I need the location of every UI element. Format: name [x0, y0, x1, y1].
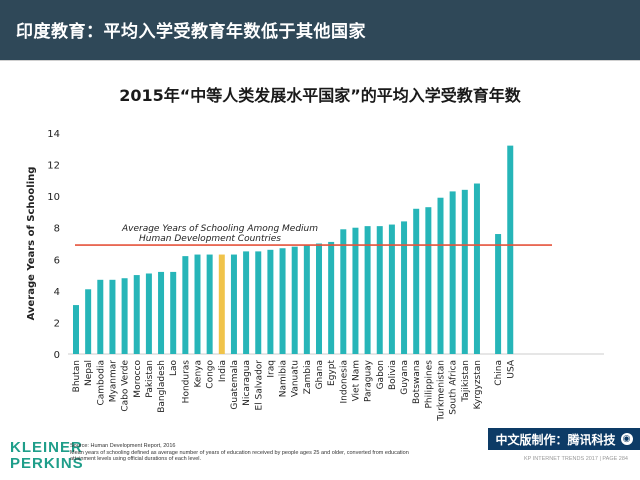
- bar-el-salvador: [255, 251, 262, 354]
- x-tick-label: Ghana: [315, 360, 325, 389]
- x-tick-label: Guyana: [400, 360, 410, 395]
- x-tick-label: Cabo Verde: [121, 360, 131, 412]
- x-tick-label: Zambia: [303, 360, 313, 394]
- badge-text: 中文版制作：腾讯科技: [495, 432, 616, 447]
- x-tick-label: Paraguay: [364, 359, 374, 402]
- bar-china: [495, 234, 502, 354]
- x-tick-label: Bolivia: [388, 360, 398, 390]
- bar-viet-nam: [352, 227, 359, 354]
- x-tick-label: Tajikistan: [461, 360, 471, 403]
- bar-bolivia: [388, 224, 395, 354]
- source-line-2: Mean years of schooling defined as avera…: [70, 449, 409, 456]
- x-tick-label: Myanmar: [108, 360, 118, 403]
- bar-turkmenistan: [437, 197, 444, 354]
- bar-cabo-verde: [121, 278, 128, 354]
- chart-title: 2015年“中等人类发展水平国家”的平均入学受教育年数: [119, 86, 521, 105]
- x-tick-label: Nepal: [84, 360, 94, 386]
- y-tick-label: 12: [47, 161, 60, 172]
- x-tick-label: Kenya: [194, 360, 204, 388]
- bar-paraguay: [364, 226, 371, 354]
- x-tick-label: Morocco: [133, 360, 143, 398]
- logo-line-2: PERKINS: [10, 455, 84, 472]
- x-tick-label: El Salvador: [254, 360, 264, 411]
- bar-egypt: [328, 241, 335, 354]
- bar-nepal: [85, 289, 92, 354]
- x-tick-label: South Africa: [449, 360, 459, 415]
- bar-namibia: [279, 248, 286, 354]
- bar-indonesia: [340, 229, 347, 354]
- x-tick-label: Viet Nam: [351, 360, 361, 401]
- bar-botswana: [413, 208, 420, 354]
- bar-iraq: [267, 249, 274, 354]
- tencent-badge: 中文版制作：腾讯科技 ◉: [488, 428, 640, 450]
- x-tick-label: Namibia: [279, 360, 289, 397]
- bar-morocco: [133, 275, 140, 354]
- bar-ghana: [316, 243, 322, 354]
- y-tick-label: 10: [47, 192, 60, 203]
- x-tick-label: Botswana: [412, 360, 422, 404]
- bar-zambia: [303, 245, 310, 354]
- bar-usa: [507, 145, 514, 354]
- x-tick-label: Egypt: [327, 360, 337, 386]
- logo-line-1: KLEINER: [10, 439, 83, 456]
- x-tick-label: Gabon: [376, 360, 386, 389]
- x-tick-label: India: [218, 360, 228, 382]
- bar-philippines: [425, 207, 432, 354]
- kleiner-perkins-logo: KLEINER PERKINS: [10, 440, 84, 472]
- bar-pakistan: [145, 273, 152, 354]
- bar-vanuatu: [291, 246, 298, 354]
- x-tick-label: Iraq: [266, 360, 276, 378]
- bar-cambodia: [97, 279, 104, 354]
- x-tick-label: Lao: [169, 360, 179, 377]
- x-tick-label: Congo: [206, 360, 216, 389]
- bar-myanmar: [109, 279, 116, 354]
- bar-nicaragua: [243, 251, 250, 354]
- page-title: 印度教育：平均入学受教育年数低于其他国家: [16, 22, 366, 42]
- bar-tajikistan: [461, 189, 468, 354]
- y-axis-label: Average Years of Schooling: [26, 167, 37, 321]
- x-tick-label: Cambodia: [96, 360, 106, 406]
- y-tick-label: 4: [54, 287, 60, 298]
- bar-guyana: [401, 221, 408, 354]
- y-tick-label: 8: [54, 224, 60, 235]
- bar-south-africa: [449, 191, 456, 354]
- x-tick-label: USA: [506, 359, 516, 378]
- header-divider: [0, 60, 640, 61]
- bar-lao: [170, 271, 177, 354]
- bar-congo: [206, 254, 213, 354]
- y-tick-label: 2: [54, 318, 60, 329]
- bar-bangladesh: [158, 271, 165, 354]
- x-tick-label: Pakistan: [145, 360, 155, 398]
- bar-bhutan: [73, 305, 79, 354]
- page-number: KP INTERNET TRENDS 2017 | PAGE 284: [523, 456, 628, 462]
- source-line-3: attainment levels using official duratio…: [70, 456, 202, 463]
- x-tick-label: Nicaragua: [242, 360, 252, 406]
- x-tick-label: Bhutan: [72, 360, 82, 392]
- reference-line-label-1: Average Years of Schooling Among Medium: [121, 224, 318, 234]
- x-tick-label: Guatemala: [230, 360, 240, 410]
- y-tick-label: 0: [54, 350, 60, 361]
- x-tick-label: Philippines: [424, 360, 434, 409]
- y-tick-label: 6: [54, 255, 60, 266]
- x-tick-label: Indonesia: [339, 360, 349, 404]
- source-note: Source: Human Development Report, 2016 M…: [70, 443, 460, 463]
- x-tick-label: Kyrgyzstan: [473, 360, 483, 409]
- header-bar: 印度教育：平均入学受教育年数低于其他国家: [0, 0, 640, 60]
- bar-kyrgyzstan: [473, 183, 480, 354]
- x-tick-label: Turkmenistan: [437, 360, 447, 422]
- reference-line-label-2: Human Development Countries: [139, 234, 281, 244]
- x-tick-label: Honduras: [181, 360, 191, 404]
- tencent-logo-icon: ◉: [620, 433, 633, 445]
- bar-guatemala: [230, 254, 237, 354]
- x-tick-label: China: [494, 360, 504, 386]
- bar-india: [218, 254, 225, 354]
- source-line-1: Source: Human Development Report, 2016: [70, 443, 176, 449]
- bar-honduras: [182, 256, 189, 354]
- y-tick-label: 14: [47, 129, 60, 140]
- bar-gabon: [376, 226, 383, 354]
- x-tick-label: Bangladesh: [157, 360, 167, 413]
- bar-kenya: [194, 254, 201, 354]
- x-tick-label: Vanuatu: [291, 360, 301, 397]
